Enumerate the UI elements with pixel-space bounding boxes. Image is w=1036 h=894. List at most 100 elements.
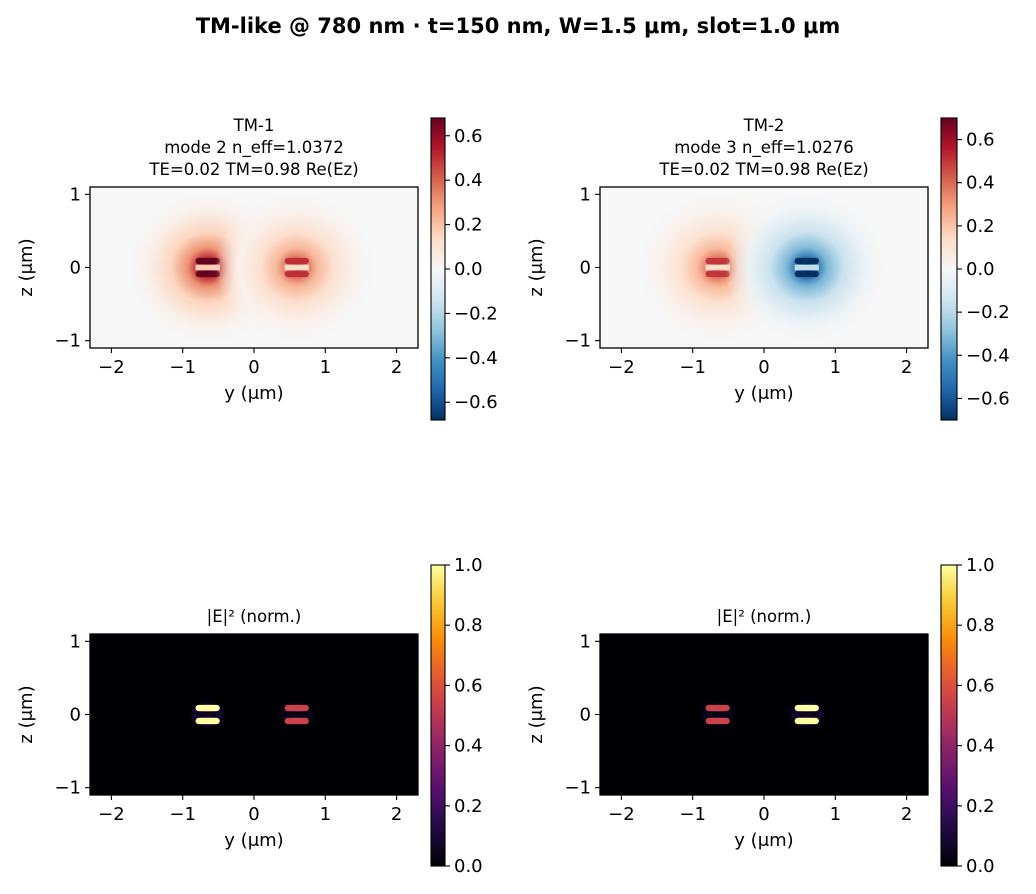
- mode-band: [284, 257, 309, 265]
- panel-title: |E|² (norm.): [717, 607, 812, 626]
- x-tick-label: −2: [98, 804, 125, 825]
- heatmap-field: [635, 189, 889, 346]
- colorbar-tick-label: 0.6: [966, 675, 995, 696]
- mode-band: [794, 704, 819, 712]
- heatmap-background: [90, 634, 418, 795]
- colorbar-tick-label: 0.8: [966, 615, 995, 636]
- panel-title: |E|² (norm.): [207, 607, 302, 626]
- y-tick-label: 0: [70, 258, 81, 279]
- heatmap-field: [187, 699, 317, 730]
- colorbar: [430, 117, 446, 421]
- colorbar-tick-label: −0.6: [966, 388, 1010, 409]
- waveguide-core: [705, 711, 730, 718]
- mode-band: [195, 270, 220, 278]
- heatmap-background: [600, 634, 928, 795]
- colorbar-tick-label: 0.0: [454, 259, 483, 280]
- colorbar-tick-label: −0.4: [454, 348, 498, 369]
- x-tick-label: −2: [608, 357, 635, 378]
- x-tick-label: −1: [679, 357, 706, 378]
- colorbar-tick-label: 0.0: [454, 856, 483, 877]
- y-tick-label: −1: [564, 778, 591, 799]
- waveguide-core: [195, 264, 220, 271]
- panel-title-line: TE=0.02 TM=0.98 Re(Ez): [658, 160, 868, 179]
- x-tick-label: −2: [608, 804, 635, 825]
- figure-title: TM-like @ 780 nm · t=150 nm, W=1.5 μm, s…: [196, 14, 841, 38]
- x-tick-label: 0: [248, 357, 259, 378]
- y-tick-label: 0: [580, 258, 591, 279]
- heatmap-panel-2: −2 −1 0 1 2 −1 0 1 y (μm) z (μm) TM-2 mode 3 n_eff=…: [526, 116, 1010, 421]
- waveguide-core: [705, 264, 730, 271]
- colorbar-tick-label: 0.0: [966, 259, 995, 280]
- waveguide-core: [284, 711, 309, 718]
- mode-band: [794, 257, 819, 265]
- y-tick-label: 1: [580, 631, 591, 652]
- heatmap-panel-4: −2 −1 0 1 2 −1 0 1 y (μm) z (μm) |E|² (norm.) 0.0 0.…: [526, 555, 995, 877]
- x-tick-label: 0: [758, 804, 769, 825]
- panel-title-line: TE=0.02 TM=0.98 Re(Ez): [148, 160, 358, 179]
- colorbar: [430, 564, 446, 867]
- colorbar-tick-label: −0.2: [454, 303, 498, 324]
- y-tick-label: −1: [54, 331, 81, 352]
- mode-band: [195, 257, 220, 265]
- panel-title-line: TM-1: [233, 116, 275, 135]
- colorbar-tick-label: 0.4: [454, 170, 483, 191]
- x-axis-label: y (μm): [224, 383, 283, 404]
- x-tick-label: 2: [901, 804, 912, 825]
- colorbar: [940, 564, 958, 867]
- x-axis-label: y (μm): [224, 830, 283, 851]
- y-tick-label: 0: [580, 705, 591, 726]
- heatmap-field: [125, 189, 379, 346]
- x-tick-label: −2: [98, 357, 125, 378]
- mode-band: [705, 270, 730, 278]
- heatmap-panel-1: −2 −1 0 1 2 −1 0 1 y (μm) z (μm) TM-1 mode 2 n_eff=…: [16, 116, 498, 421]
- colorbar-tick-label: −0.6: [454, 392, 498, 413]
- x-axis-label: y (μm): [734, 830, 793, 851]
- colorbar-tick-label: 0.4: [966, 173, 995, 194]
- colorbar-tick-label: 0.4: [966, 736, 995, 757]
- colorbar: [940, 117, 958, 421]
- y-tick-label: −1: [564, 331, 591, 352]
- colorbar-tick-label: 1.0: [966, 555, 995, 576]
- colorbar-tick-label: −0.2: [966, 302, 1010, 323]
- panel-title-line: mode 2 n_eff=1.0372: [164, 138, 344, 158]
- y-axis-label: z (μm): [16, 238, 37, 296]
- colorbar-tick-label: 0.8: [454, 615, 483, 636]
- colorbar-tick-label: 0.6: [966, 130, 995, 151]
- mode-band: [284, 704, 309, 712]
- mode-band: [284, 717, 309, 725]
- colorbar-tick-label: 0.4: [454, 736, 483, 757]
- mode-band: [705, 717, 730, 725]
- panel-title-line: TM-2: [743, 116, 785, 135]
- mode-band: [705, 257, 730, 265]
- colorbar-tick-label: 0.0: [966, 856, 995, 877]
- colorbar-tick-label: 0.6: [454, 675, 483, 696]
- y-tick-label: −1: [54, 778, 81, 799]
- y-axis-label: z (μm): [526, 685, 547, 743]
- colorbar-tick-label: 0.2: [454, 215, 483, 236]
- y-tick-label: 1: [70, 184, 81, 205]
- waveguide-core: [195, 711, 220, 718]
- x-tick-label: 2: [391, 804, 402, 825]
- colorbar-tick-label: 0.6: [454, 126, 483, 147]
- y-axis-label: z (μm): [526, 238, 547, 296]
- panel-title-line: mode 3 n_eff=1.0276: [674, 138, 854, 158]
- waveguide-core: [794, 264, 819, 271]
- colorbar-tick-label: 0.2: [454, 796, 483, 817]
- colorbar-tick-label: 0.2: [966, 796, 995, 817]
- waveguide-core: [794, 711, 819, 718]
- x-tick-label: 0: [758, 357, 769, 378]
- mode-band: [195, 717, 220, 725]
- x-tick-label: 2: [901, 357, 912, 378]
- mode-band: [195, 704, 220, 712]
- y-tick-label: 1: [70, 631, 81, 652]
- heatmap-panel-3: −2 −1 0 1 2 −1 0 1 y (μm) z (μm) |E|² (norm.) 0.0 0.…: [16, 555, 483, 877]
- colorbar-tick-label: −0.4: [966, 345, 1010, 366]
- heatmap-field: [697, 699, 827, 730]
- y-axis-label: z (μm): [16, 685, 37, 743]
- x-tick-label: −1: [679, 804, 706, 825]
- x-tick-label: −1: [169, 804, 196, 825]
- mode-band: [284, 270, 309, 278]
- x-tick-label: 1: [320, 804, 331, 825]
- x-tick-label: 1: [830, 357, 841, 378]
